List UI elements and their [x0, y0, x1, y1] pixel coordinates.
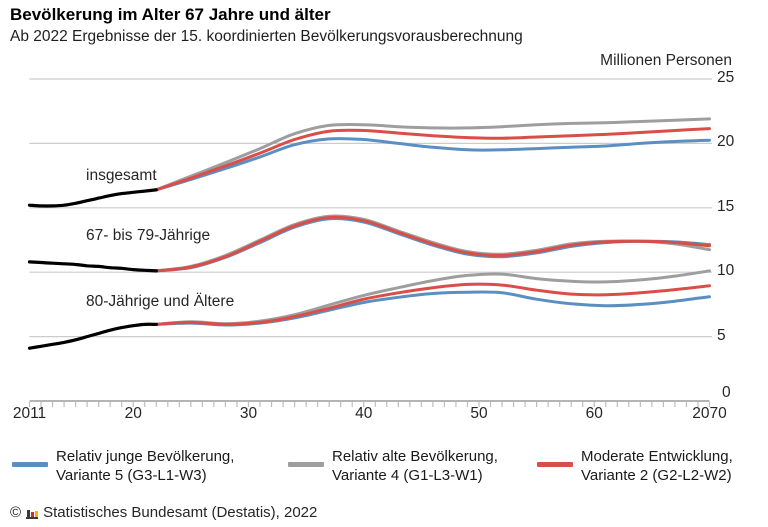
y-tick-label-20: 20: [717, 133, 735, 151]
x-tick-label-20: 20: [124, 405, 142, 422]
line-80-Jährige-und-Ältere-gray: [154, 269, 711, 326]
group-label-67-79: 67- bis 79-Jährige: [86, 227, 211, 244]
group-label-insgesamt: insgesamt: [86, 167, 157, 184]
x-tick-label-60: 60: [585, 405, 603, 422]
copyright-symbol: ©: [10, 504, 22, 521]
history-line-80-Jährige-und-Ältere: [27, 322, 158, 350]
y-tick-label-15: 15: [717, 197, 735, 215]
x-tick-label-2011: 2011: [12, 405, 47, 422]
x-tick-label-50: 50: [470, 405, 488, 422]
y-tick-label-0: 0: [722, 384, 731, 401]
y-tick-label-10: 10: [717, 262, 735, 280]
page-subtitle: Ab 2022 Ergebnisse der 15. koordinierten…: [10, 28, 523, 45]
line-insgesamt-blue: [154, 137, 711, 192]
legend: Relativ junge Bevölkerung, Variante 5 (G…: [0, 448, 768, 492]
y-tick-label-5: 5: [717, 326, 726, 344]
line-67--bis-79-Jährige-red: [154, 215, 711, 273]
x-tick-label-30: 30: [239, 405, 258, 422]
legend-swatch-blue: [12, 462, 48, 467]
y-tick-label-25: 25: [717, 69, 735, 86]
legend-label: Variante 2 (G2-L2-W2): [581, 466, 732, 484]
legend-label: Moderate Entwicklung,: [581, 448, 733, 465]
legend-label: Variante 5 (G3-L1-W3): [56, 466, 207, 484]
history-line-insgesamt: [27, 188, 158, 208]
x-tick-label-40: 40: [355, 405, 373, 422]
legend-label: Relativ junge Bevölkerung,: [56, 448, 235, 465]
source-text: Statistisches Bundesamt (Destatis), 2022: [43, 504, 318, 521]
line-insgesamt-red: [154, 127, 711, 192]
destatis-logo-icon: [26, 509, 39, 519]
page-title: Bevölkerung im Alter 67 Jahre und älter: [10, 5, 331, 24]
legend-swatch-gray: [288, 462, 324, 467]
line-insgesamt-gray: [154, 117, 711, 192]
legend-swatch-red: [537, 462, 573, 467]
legend-item-variante-2: Moderate Entwicklung, Variante 2 (G2-L2-…: [537, 448, 733, 485]
line-80-Jährige-und-Ältere-blue: [154, 290, 711, 327]
legend-item-variante-5: Relativ junge Bevölkerung, Variante 5 (G…: [12, 448, 234, 485]
y-axis-unit-label: Millionen Personen: [600, 52, 732, 69]
line-80-Jährige-und-Ältere-red: [154, 282, 711, 326]
source-note: © Statistisches Bundesamt (Destatis), 20…: [10, 504, 317, 521]
x-tick-label-2070: 2070: [692, 405, 727, 422]
legend-label: Relativ alte Bevölkerung,: [332, 448, 498, 465]
legend-label: Variante 4 (G1-L3-W1): [332, 466, 483, 484]
group-label-80plus: 80-Jährige und Ältere: [86, 293, 235, 310]
history-line-67--bis-79-Jährige: [27, 260, 158, 273]
legend-item-variante-4: Relativ alte Bevölkerung, Variante 4 (G1…: [288, 448, 498, 485]
